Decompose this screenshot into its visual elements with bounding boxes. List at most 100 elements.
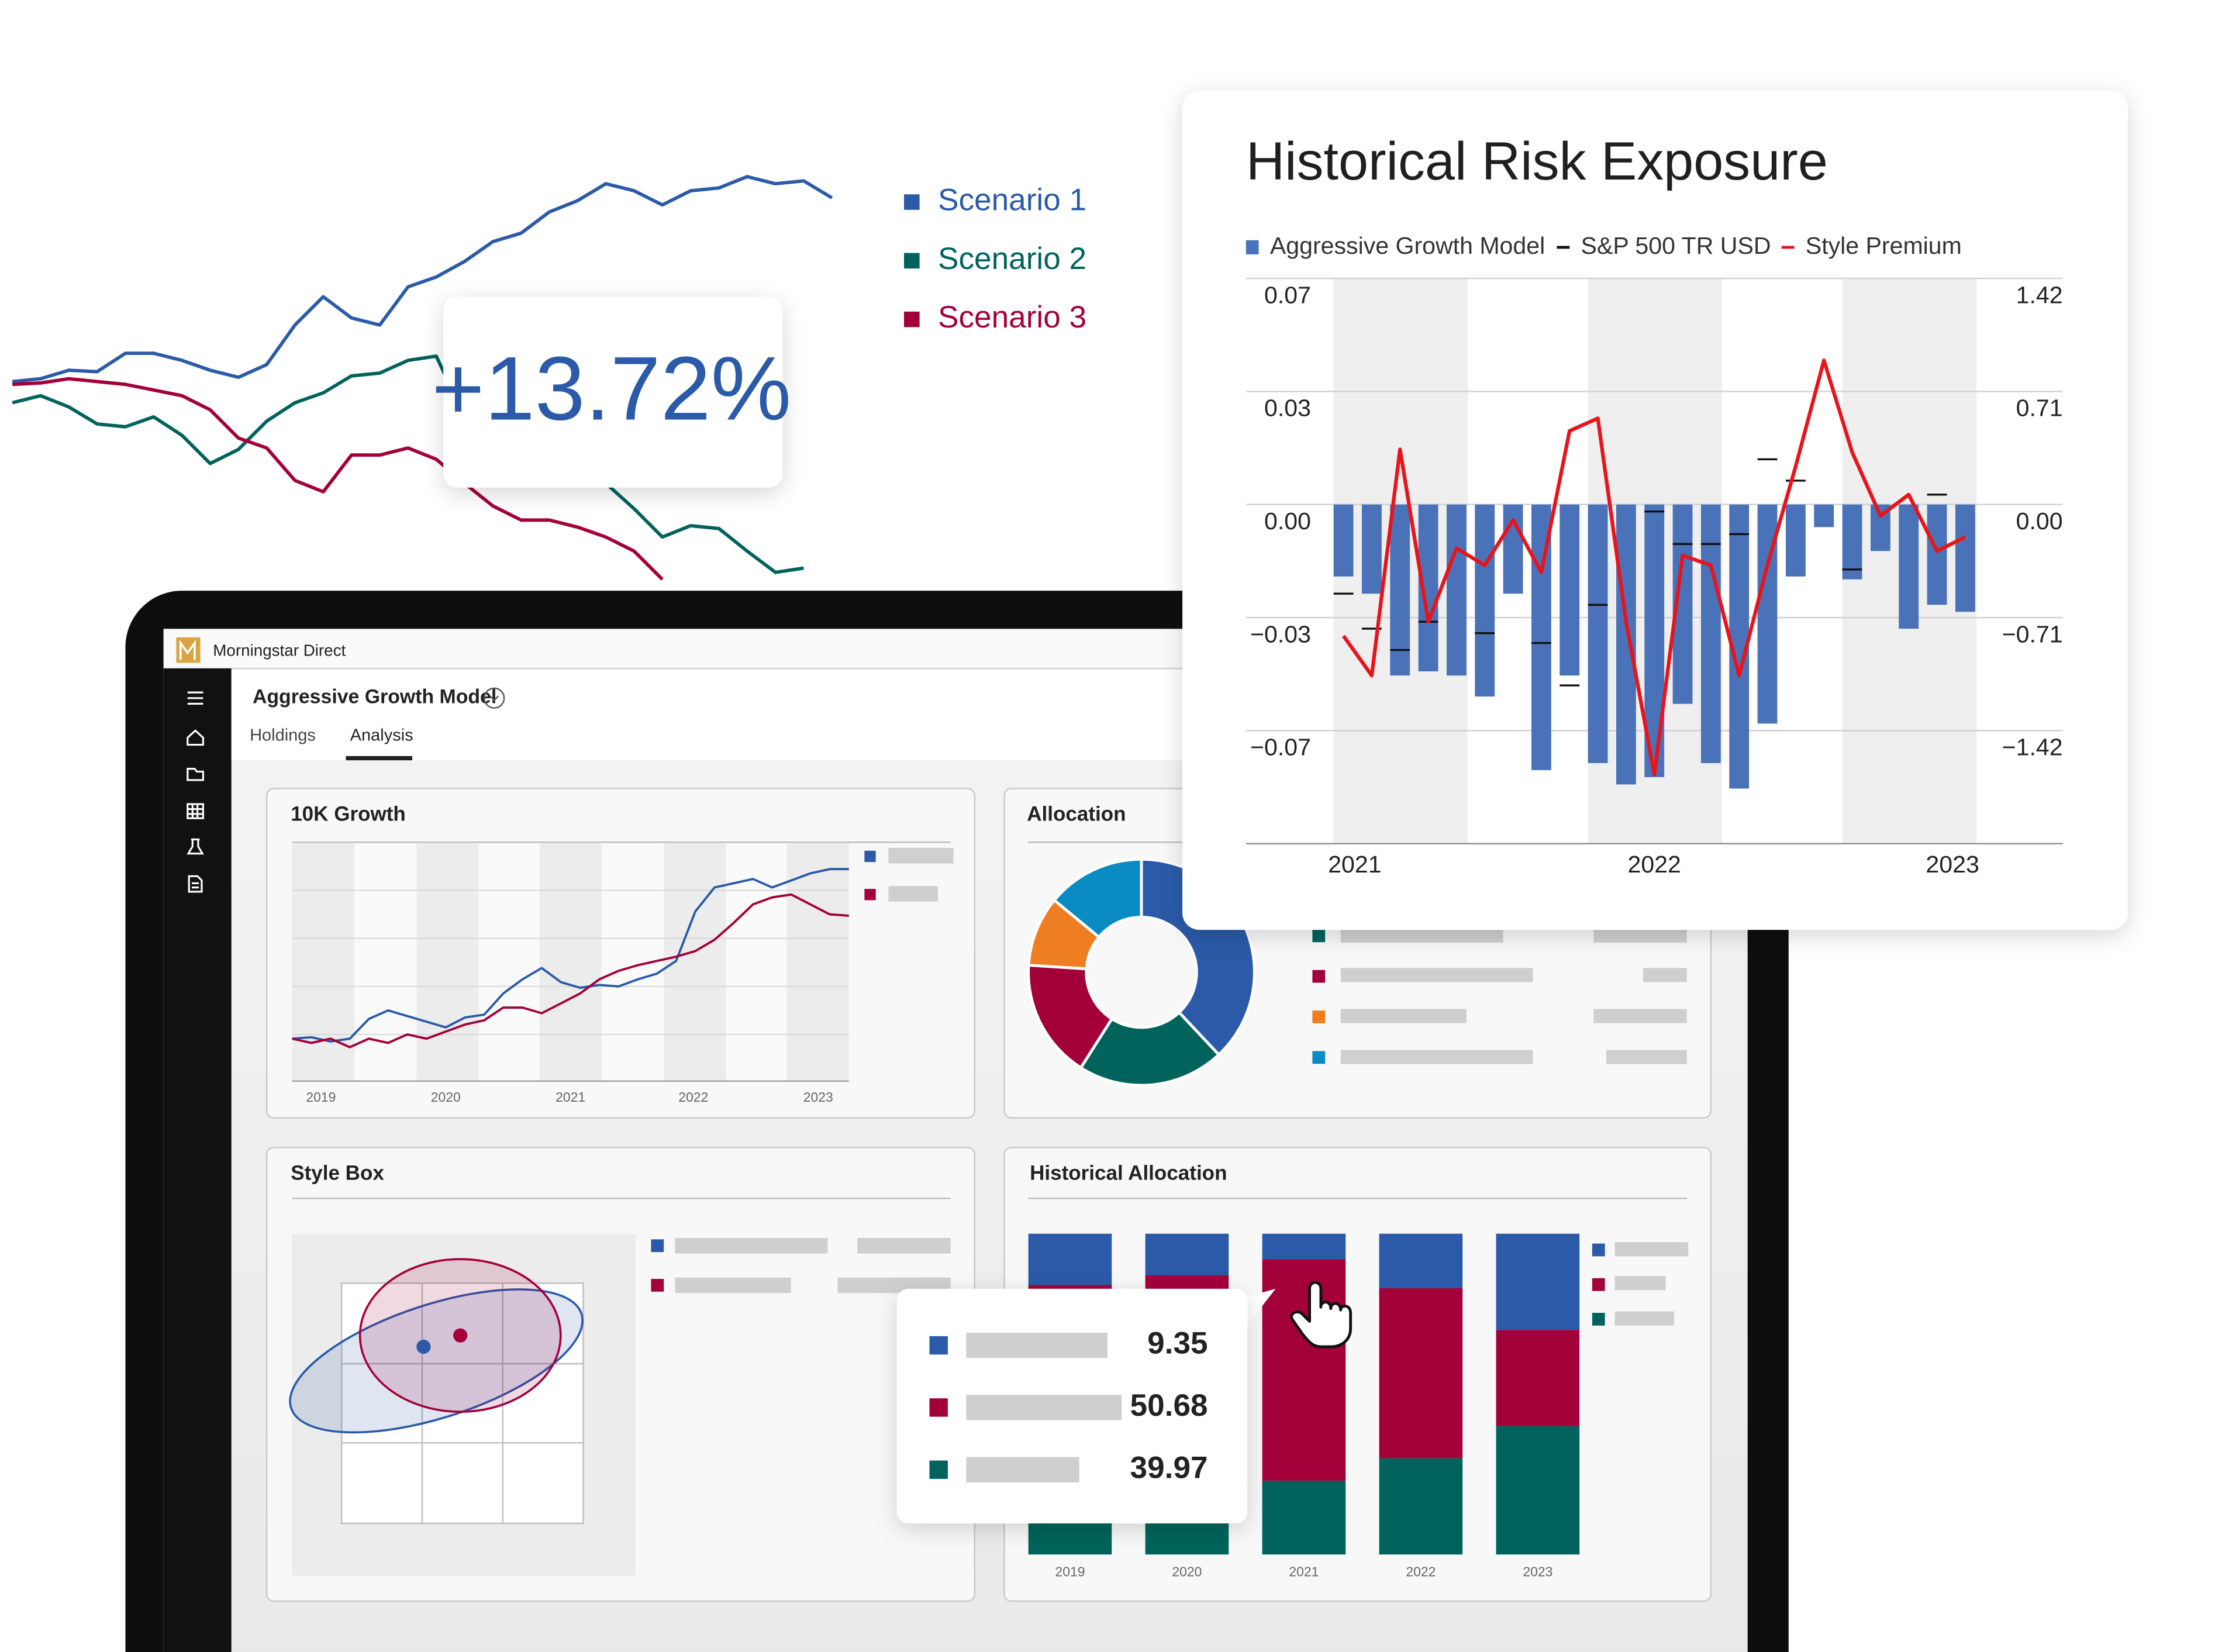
legend-label: Scenario 1 <box>938 183 1086 218</box>
bar-segment <box>1145 1233 1229 1276</box>
bar-segment <box>1379 1458 1463 1555</box>
model-name: Aggressive Growth Model <box>253 686 496 708</box>
x-tick-label: 2021 <box>556 1089 585 1105</box>
bar <box>1361 504 1382 594</box>
sidebar <box>163 668 232 1652</box>
x-tick-label: 2023 <box>803 1089 833 1105</box>
panel-title: Allocation <box>1027 803 1126 826</box>
line-series <box>12 175 833 384</box>
legend-label: S&P 500 TR USD <box>1581 232 1771 259</box>
bar <box>1842 504 1862 580</box>
bar-segment <box>1496 1426 1580 1555</box>
tooltip-placeholder <box>966 1457 1079 1483</box>
bar-segment <box>1379 1233 1463 1288</box>
bar <box>1785 504 1806 577</box>
bar-segment <box>1262 1259 1346 1481</box>
y-tick-label: 0.03 <box>1264 395 1311 422</box>
x-tick-label: 2020 <box>1172 1564 1202 1579</box>
x-tick-label: 2022 <box>1406 1564 1436 1579</box>
bar-segment <box>1262 1233 1346 1260</box>
historical-legend-placeholders <box>1614 1242 1689 1326</box>
bar <box>1955 504 1975 612</box>
line-series <box>292 893 849 1049</box>
sidebar-icons <box>187 691 204 893</box>
bar <box>1927 504 1947 605</box>
y-tick-label: −0.07 <box>1250 734 1311 761</box>
tooltip-swatch <box>929 1398 948 1417</box>
legend-label: Scenario 3 <box>938 300 1086 334</box>
legend-swatch <box>864 850 876 863</box>
growth-plot <box>292 843 954 1082</box>
x-tick-label: 2023 <box>1523 1564 1552 1579</box>
donut-slice <box>1079 1010 1221 1087</box>
line-series <box>1342 358 1966 777</box>
line-series <box>12 377 664 581</box>
x-tick-label: 2022 <box>1628 851 1681 878</box>
y2-tick-label: −1.42 <box>2002 734 2063 761</box>
tooltip-swatch <box>929 1460 948 1479</box>
tooltip-value: 50.68 <box>1130 1388 1208 1423</box>
menu-icon[interactable] <box>187 691 203 705</box>
growth-card <box>443 296 783 488</box>
legend-swatch <box>1245 240 1259 254</box>
line-series <box>12 354 804 574</box>
bar <box>1475 504 1495 697</box>
legend-swatch <box>1312 1051 1326 1064</box>
risk-title: Historical Risk Exposure <box>1246 132 1828 191</box>
risk-chart: 0.07 0.03 0.00 −0.03 −0.07 1.42 0.71 0.00 −0.71 −… <box>1245 232 2063 878</box>
bar <box>1333 504 1354 577</box>
bar <box>1814 504 1834 527</box>
growth-chart: 2019 2020 2021 2022 2023 <box>292 850 876 1105</box>
folder-icon[interactable] <box>187 768 204 781</box>
bar-segment <box>1496 1233 1580 1330</box>
doc-icon[interactable] <box>188 875 203 893</box>
legend-swatch <box>1312 970 1326 983</box>
home-icon[interactable] <box>187 729 204 746</box>
x-tick-label: 2021 <box>1328 851 1381 878</box>
x-tick-label: 2023 <box>1926 851 1979 878</box>
growth-value: +13.72% <box>432 338 791 439</box>
panel-title: Style Box <box>291 1161 384 1184</box>
legend-swatch <box>1312 1010 1326 1023</box>
scenario-legend: Scenario 1 Scenario 2 Scenario 3 <box>904 183 1086 334</box>
lab-icon[interactable] <box>187 838 204 855</box>
grid-icon[interactable] <box>187 803 204 819</box>
bar <box>1531 504 1551 770</box>
bar <box>1588 504 1608 763</box>
tab-underline <box>346 756 413 761</box>
legend-swatch <box>1592 1278 1605 1291</box>
bar-segment <box>1028 1233 1112 1285</box>
tooltip-value: 39.97 <box>1130 1450 1208 1485</box>
bar <box>1390 504 1410 676</box>
bar <box>1616 504 1636 785</box>
tooltip-placeholder <box>966 1332 1108 1358</box>
legend-swatch <box>904 311 920 327</box>
dropdown-chevron <box>489 695 499 702</box>
legend-label: Aggressive Growth Model <box>1270 232 1545 259</box>
y2-tick-label: 1.42 <box>2016 281 2063 308</box>
tooltip-swatch <box>929 1336 948 1355</box>
legend-swatch <box>1592 1313 1605 1326</box>
bar <box>1899 504 1919 629</box>
logo-mark <box>179 639 196 660</box>
cursor <box>1290 1281 1353 1348</box>
bar <box>1700 504 1721 763</box>
bar <box>1503 504 1523 594</box>
tooltip-rows: 9.35 50.68 39.97 <box>929 1326 1208 1485</box>
bar <box>1446 504 1467 676</box>
x-tick-label: 2020 <box>431 1089 461 1105</box>
model-dropdown[interactable] <box>484 687 505 709</box>
tab[interactable]: Holdings <box>250 726 316 745</box>
panel-title: 10K Growth <box>291 803 406 826</box>
tooltip-value: 9.35 <box>1147 1326 1207 1361</box>
y2-tick-label: 0.00 <box>2016 508 2063 534</box>
tab-active[interactable]: Analysis <box>350 726 413 745</box>
bar-segment <box>1496 1330 1580 1426</box>
x-tick-label: 2021 <box>1289 1564 1319 1579</box>
bar-segment <box>1262 1481 1346 1555</box>
legend-swatch <box>904 253 920 269</box>
y2-tick-label: 0.71 <box>2016 395 2063 422</box>
allocation-legend-placeholders <box>1340 928 1687 1064</box>
